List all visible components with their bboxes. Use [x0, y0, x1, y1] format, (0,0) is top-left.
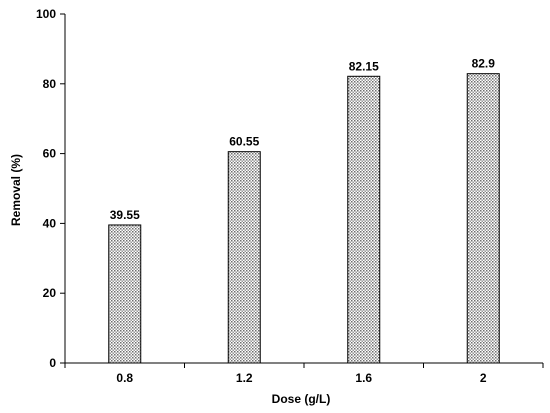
data-labels-group: 39.55 60.55 82.15 82.9 — [110, 57, 496, 222]
bar — [347, 75, 381, 364]
bar-value-label: 39.55 — [110, 208, 140, 222]
y-tick-label: 20 — [43, 286, 57, 300]
x-tick-label: 0.8 — [116, 371, 133, 385]
y-tick-label: 0 — [49, 356, 56, 370]
x-tick-label: 2 — [480, 371, 487, 385]
bar — [466, 73, 500, 364]
y-tick-label: 80 — [43, 77, 57, 91]
y-axis-ticks: 0 20 40 60 80 100 — [36, 7, 65, 370]
x-axis-title: Dose (g/L) — [272, 392, 331, 406]
x-tick-label: 1.2 — [236, 371, 253, 385]
bar-value-label: 60.55 — [229, 135, 259, 149]
bar — [108, 224, 142, 364]
bar-value-label: 82.15 — [349, 59, 379, 73]
y-axis-title: Removal (%) — [9, 154, 23, 226]
bar — [227, 151, 261, 364]
y-tick-label: 60 — [43, 147, 57, 161]
bars-group — [108, 73, 500, 364]
x-axis-ticks: 0.8 1.2 1.6 2 — [64, 363, 544, 385]
x-tick-label: 1.6 — [355, 371, 372, 385]
y-tick-label: 100 — [36, 7, 56, 21]
y-tick-label: 40 — [43, 216, 57, 230]
bar-value-label: 82.9 — [472, 57, 496, 71]
